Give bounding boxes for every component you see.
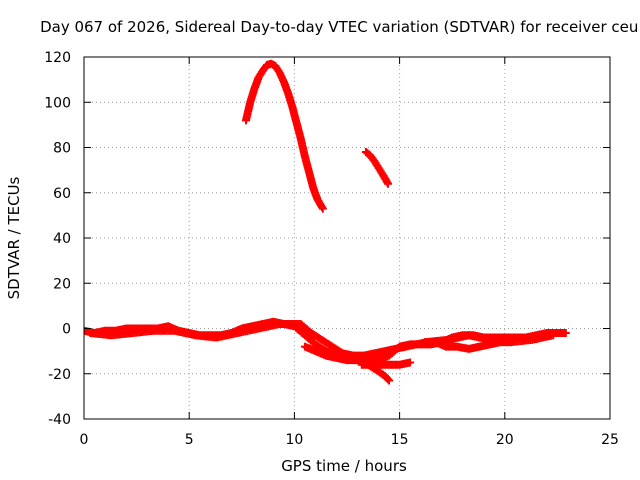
y-tick-label: 80 (53, 141, 71, 157)
data-point (384, 375, 393, 384)
series-recovery-low (357, 358, 415, 369)
y-tick-label: 0 (62, 322, 71, 338)
series-arc-high-2 (361, 148, 393, 188)
tick-labels: 0 5 10 15 20 25 -40 -20 0 20 40 60 80 100 120 (44, 50, 619, 448)
x-tick-label: 15 (391, 432, 409, 448)
y-tick-label: -40 (48, 412, 71, 428)
y-tick-label: 120 (44, 50, 71, 66)
series-recovery-side (420, 338, 516, 353)
plot-frame (83, 56, 611, 420)
axis-ticks (83, 56, 611, 420)
grid-lines (84, 57, 610, 419)
data-point (318, 204, 327, 213)
data-point (406, 358, 415, 367)
data-point (384, 179, 393, 188)
x-tick-label: 25 (601, 432, 619, 448)
data-point (561, 329, 570, 338)
y-tick-label: 60 (53, 186, 71, 202)
data-point (549, 331, 558, 340)
y-tick-label: -20 (48, 367, 71, 383)
series-arc-high-1 (242, 59, 327, 213)
data-point (507, 338, 516, 347)
x-tick-label: 20 (496, 432, 514, 448)
x-tick-label: 10 (285, 432, 303, 448)
y-axis-label: SDTVAR / TECUs (5, 176, 23, 299)
y-tick-label: 100 (44, 95, 71, 111)
y-tick-label: 20 (53, 276, 71, 292)
x-tick-label: 5 (185, 432, 194, 448)
x-tick-label: 0 (80, 432, 89, 448)
data-points (84, 59, 570, 385)
y-tick-label: 40 (53, 231, 71, 247)
x-axis-label: GPS time / hours (281, 457, 407, 475)
series-dip-tail (300, 342, 394, 385)
data-point (385, 376, 394, 385)
chart-title: Day 067 of 2026, Sidereal Day-to-day VTE… (40, 18, 640, 36)
